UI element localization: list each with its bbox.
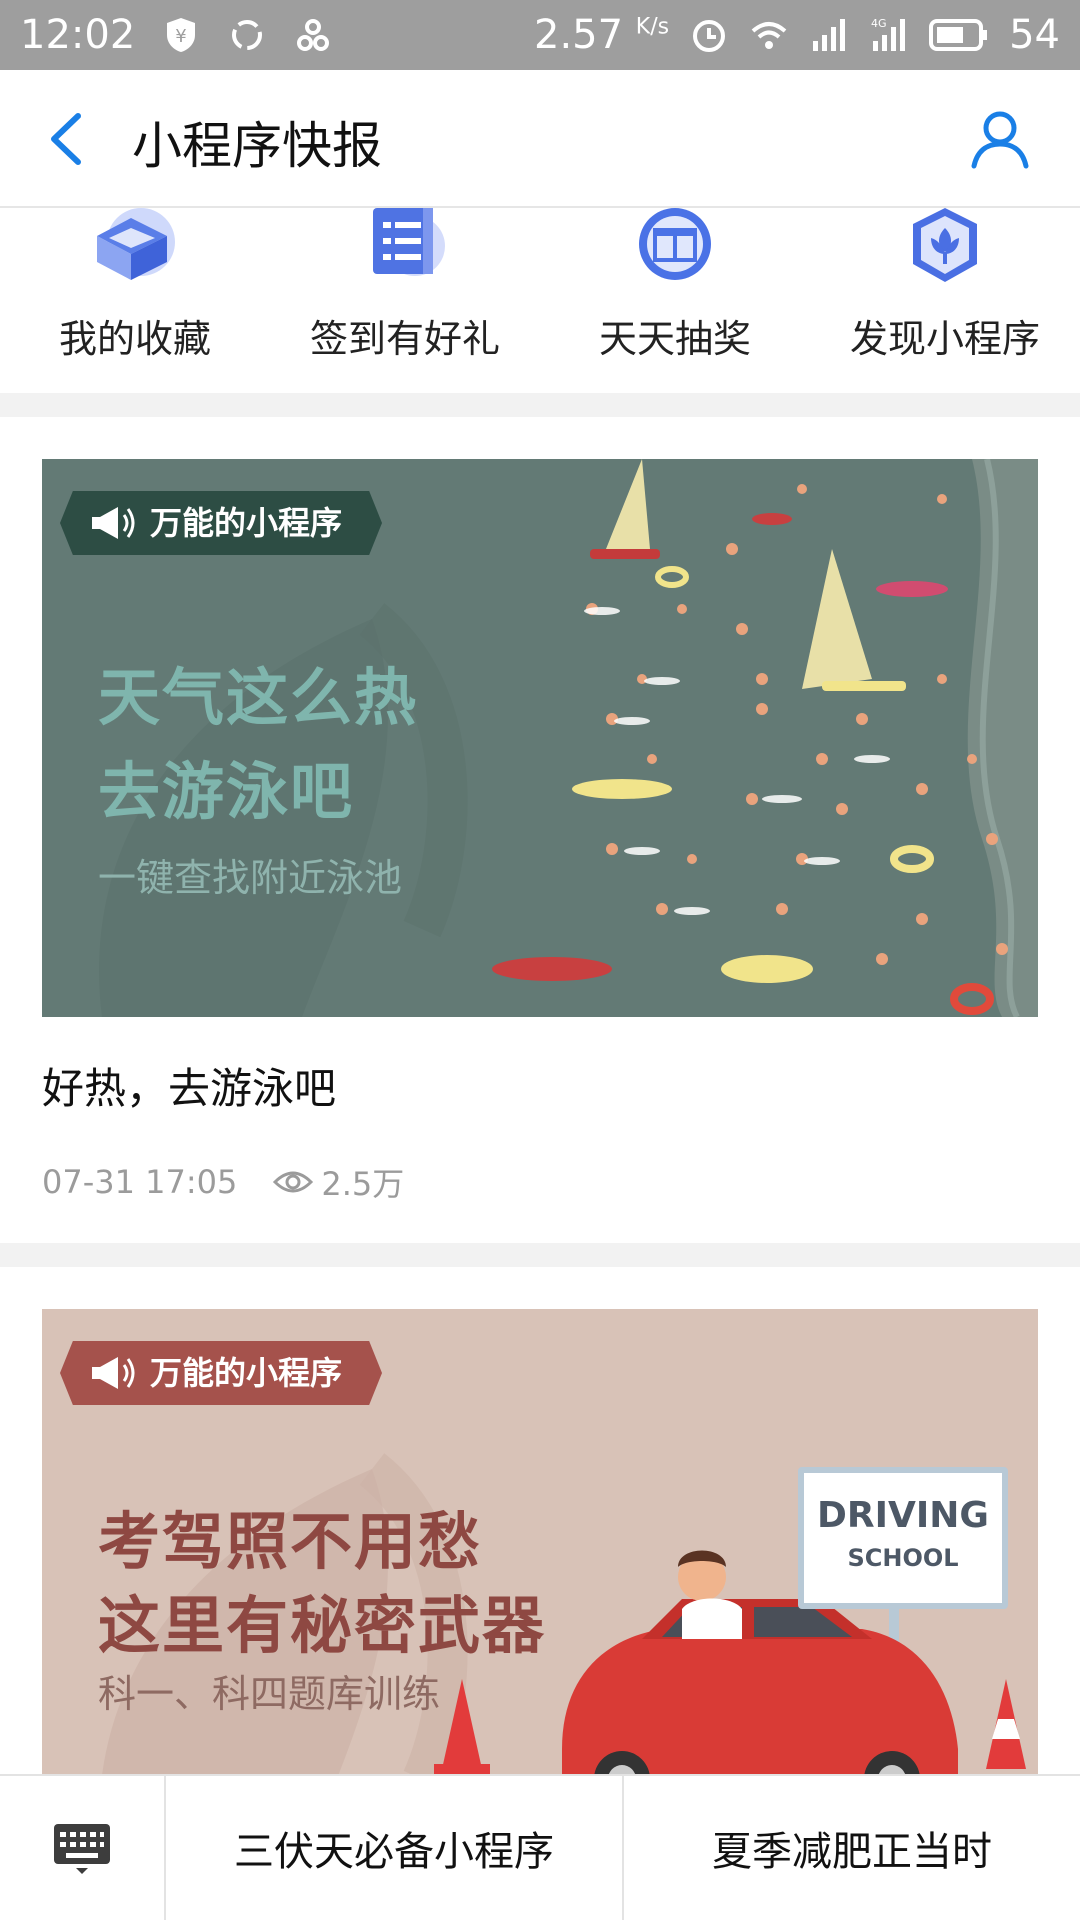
alarm-icon xyxy=(693,20,726,52)
keyboard-icon xyxy=(54,1824,110,1874)
eye-icon xyxy=(273,1171,314,1193)
shortcut-label: 我的收藏 xyxy=(58,317,211,361)
network-speed: 2.57 K/s xyxy=(534,12,670,58)
menu-button-summer-diet[interactable]: 夏季减肥正当时 xyxy=(622,1776,1080,1920)
menu-button-summer-apps[interactable]: 三伏天必备小程序 xyxy=(234,1829,554,1875)
signal-4g-icon: 4G xyxy=(871,17,906,51)
driving-school-illustration xyxy=(102,1453,1026,1774)
banner-tag: 万能的小程序 xyxy=(60,491,383,555)
shortcut-label: 天天抽奖 xyxy=(598,317,751,361)
section-divider xyxy=(0,393,1080,417)
user-icon[interactable] xyxy=(968,106,1032,170)
app-header: 小程序快报 xyxy=(0,70,1080,208)
shield-yen-icon: ¥ xyxy=(167,18,196,52)
banner-tag: 万能的小程序 xyxy=(60,1341,383,1405)
banner-subtitle: 一键查找附近泳池 xyxy=(98,856,403,900)
swimming-scene-illustration xyxy=(99,459,1038,1017)
shortcut-discover[interactable]: 发现小程序 xyxy=(810,208,1080,393)
megaphone-icon xyxy=(92,507,135,539)
bottom-menu-bar: 三伏天必备小程序 夏季减肥正当时 xyxy=(0,1774,1080,1920)
link-icon xyxy=(297,19,330,51)
shortcut-row: 我的收藏 签到有好礼 天天抽奖 发现小程序 xyxy=(0,208,1080,393)
keyboard-toggle-button[interactable] xyxy=(0,1776,166,1920)
status-time: 12:02 xyxy=(20,12,136,58)
battery-level: 54 xyxy=(1009,12,1060,58)
back-arrow-icon[interactable] xyxy=(40,104,100,174)
status-bar: 12:02 ¥ 2.57 K/s 4G 54 xyxy=(0,0,1080,70)
banner-headline-2: 这里有秘密武器 xyxy=(98,1589,547,1662)
shortcut-checkin[interactable]: 签到有好礼 xyxy=(270,208,540,393)
swimming-banner[interactable]: 万能的小程序 天气这么热 去游泳吧 一键查找附近泳池 xyxy=(42,459,1038,1017)
bookmark-cube-icon xyxy=(97,208,175,280)
article-views: 2.5万 xyxy=(321,1165,405,1203)
shortcut-label: 签到有好礼 xyxy=(309,317,500,361)
article-card[interactable]: DRIVING SCHOOL 万能的小程序 考驾照不用愁 这里有秘密武器 科一、… xyxy=(0,1267,1080,1774)
shortcut-favorites[interactable]: 我的收藏 xyxy=(0,208,270,393)
signal-icon xyxy=(813,19,846,51)
discover-flower-icon xyxy=(913,208,977,282)
driving-banner[interactable]: DRIVING SCHOOL 万能的小程序 考驾照不用愁 这里有秘密武器 科一、… xyxy=(42,1309,1038,1774)
shortcut-label: 发现小程序 xyxy=(849,317,1040,361)
shortcut-lottery[interactable]: 天天抽奖 xyxy=(540,208,810,393)
battery-icon xyxy=(929,19,988,51)
article-card[interactable]: 万能的小程序 天气这么热 去游泳吧 一键查找附近泳池 好热，去游泳吧 07-31… xyxy=(0,417,1080,1243)
article-title[interactable]: 好热，去游泳吧 xyxy=(42,1064,337,1113)
svg-text:4G: 4G xyxy=(871,17,887,30)
article-meta: 07-31 17:05 2.5万 xyxy=(42,1159,404,1205)
page-title: 小程序快报 xyxy=(132,117,382,175)
banner-headline-1: 天气这么热 xyxy=(98,661,419,734)
wifi-icon xyxy=(751,22,787,49)
banner-headline-2: 去游泳吧 xyxy=(98,755,355,828)
sync-icon xyxy=(232,20,263,50)
megaphone-icon xyxy=(92,1357,135,1389)
section-divider xyxy=(0,1243,1080,1267)
sign-text-driving: DRIVING xyxy=(817,1495,989,1536)
svg-text:¥: ¥ xyxy=(176,26,187,47)
sign-text-school: SCHOOL xyxy=(847,1544,959,1572)
banner-headline-1: 考驾照不用愁 xyxy=(98,1505,483,1578)
driving-school-sign: DRIVING SCHOOL xyxy=(798,1467,1008,1609)
banner-subtitle: 科一、科四题库训练 xyxy=(98,1672,441,1716)
checkin-list-icon xyxy=(373,208,445,276)
article-date: 07-31 17:05 xyxy=(42,1163,238,1201)
gift-icon xyxy=(639,208,711,280)
